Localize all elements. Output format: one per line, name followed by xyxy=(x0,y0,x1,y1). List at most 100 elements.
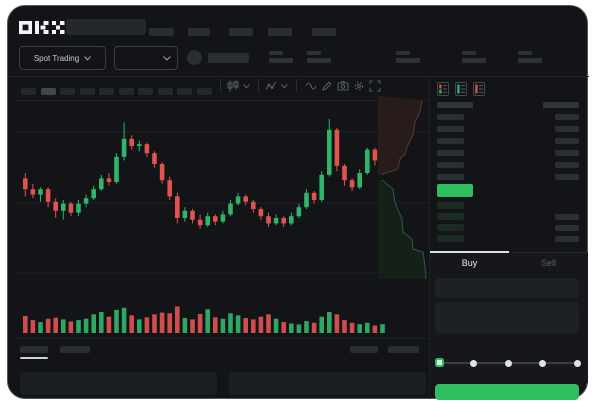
slider-stop[interactable] xyxy=(470,359,477,367)
ask-amount-row[interactable] xyxy=(555,114,579,120)
ask-amount-row[interactable] xyxy=(555,138,579,144)
timeframe-slot[interactable] xyxy=(138,88,153,95)
timeframe-slot[interactable] xyxy=(196,88,212,95)
timeframe-slot[interactable] xyxy=(99,88,114,95)
nav-item-placeholder[interactable] xyxy=(268,28,292,36)
ask-price-row[interactable] xyxy=(437,126,464,132)
orderbook-view-combined-icon[interactable] xyxy=(437,82,449,96)
divider xyxy=(429,76,430,399)
bid-price-row[interactable] xyxy=(437,224,464,231)
bottom-bar-item[interactable] xyxy=(388,346,419,353)
divider xyxy=(220,79,221,92)
ask-price-row[interactable] xyxy=(437,114,464,120)
timeframe-slot[interactable] xyxy=(60,88,75,95)
volume-chart xyxy=(23,306,385,333)
chevron-down-icon xyxy=(163,55,171,61)
bottom-tab-active[interactable] xyxy=(20,346,48,353)
buy-submit-button[interactable] xyxy=(435,384,579,400)
timeframe-selector xyxy=(21,82,216,95)
tab-buy[interactable]: Buy xyxy=(461,258,478,268)
amount-input[interactable] xyxy=(435,302,579,333)
tab-sell[interactable]: Sell xyxy=(540,258,556,268)
candle-style-icon[interactable] xyxy=(226,79,240,93)
bid-price-row[interactable] xyxy=(437,235,464,242)
slider-stop[interactable] xyxy=(539,359,546,367)
market-type-selector[interactable]: Spot Trading xyxy=(19,46,106,70)
slider-handle[interactable] xyxy=(434,358,444,367)
pair-name-placeholder xyxy=(208,53,249,63)
bid-amount-row[interactable] xyxy=(555,214,579,220)
search-input[interactable] xyxy=(66,19,146,35)
timeframe-slot[interactable] xyxy=(40,88,56,95)
ask-price-row[interactable] xyxy=(437,138,464,144)
nav-item-placeholder[interactable] xyxy=(188,28,210,36)
divider xyxy=(8,76,589,77)
bottom-tab[interactable] xyxy=(60,346,90,353)
market-stat-value-placeholder xyxy=(396,58,420,63)
divider xyxy=(296,79,297,92)
market-stat-value-placeholder xyxy=(307,58,331,63)
orderbook-view-bids-icon[interactable] xyxy=(455,82,467,96)
active-tab-indicator xyxy=(430,251,509,253)
bid-amount-row[interactable] xyxy=(555,236,579,242)
indicators-icon[interactable] xyxy=(264,79,278,93)
draw-icon[interactable] xyxy=(320,79,334,93)
ask-price-row[interactable] xyxy=(437,150,464,156)
chevron-down-icon[interactable] xyxy=(280,79,288,93)
last-price-badge xyxy=(437,184,473,197)
ask-amount-row[interactable] xyxy=(555,150,579,156)
orderbook-view-asks-icon[interactable] xyxy=(473,82,485,96)
market-stat-value-placeholder xyxy=(462,58,486,63)
divider xyxy=(16,338,428,339)
screenshot-icon[interactable] xyxy=(336,79,350,93)
slider-stop[interactable] xyxy=(504,359,512,367)
market-stat-value-placeholder xyxy=(518,58,542,63)
chevron-down-icon xyxy=(84,55,92,61)
price-input[interactable] xyxy=(435,278,579,298)
timeframe-slot[interactable] xyxy=(79,88,95,95)
pair-coin-icon xyxy=(187,50,202,65)
price-chart[interactable] xyxy=(16,95,430,289)
timeframe-slot[interactable] xyxy=(118,88,134,95)
ask-amount-row[interactable] xyxy=(555,174,579,180)
nav-item-placeholder[interactable] xyxy=(312,28,336,36)
bid-price-row[interactable] xyxy=(437,213,464,220)
okx-logo-glyph xyxy=(19,21,65,34)
ask-price-row[interactable] xyxy=(437,162,464,168)
orders-panel-placeholder xyxy=(20,372,217,395)
market-stat-label-placeholder xyxy=(462,51,476,55)
divider xyxy=(258,79,259,92)
amount-slider[interactable] xyxy=(434,356,581,370)
okx-logo[interactable] xyxy=(19,20,65,35)
market-stat-label-placeholder xyxy=(396,51,410,55)
timeframe-slot[interactable] xyxy=(21,88,36,95)
bid-price-row[interactable] xyxy=(437,202,464,209)
chevron-down-icon[interactable] xyxy=(242,79,250,93)
nav-item-placeholder[interactable] xyxy=(149,28,174,36)
ask-amount-row[interactable] xyxy=(555,126,579,132)
ask-amount-row[interactable] xyxy=(555,162,579,168)
okx-trading-window: Spot Trading xyxy=(7,5,589,400)
pair-dropdown[interactable] xyxy=(114,46,178,70)
bid-amount-row[interactable] xyxy=(555,225,579,231)
active-tab-underline xyxy=(20,357,48,359)
settings-icon[interactable] xyxy=(352,79,366,93)
market-type-label: Spot Trading xyxy=(33,53,80,63)
order-book xyxy=(437,100,579,250)
slider-stop[interactable] xyxy=(573,359,581,367)
orderbook-amount-header xyxy=(543,102,579,108)
nav-item-placeholder[interactable] xyxy=(229,28,253,36)
line-type-icon[interactable] xyxy=(304,79,318,93)
bottom-bar-item[interactable] xyxy=(350,346,378,353)
market-stat-label-placeholder xyxy=(269,51,283,55)
fullscreen-icon[interactable] xyxy=(368,79,382,93)
market-stat-label-placeholder xyxy=(518,51,532,55)
divider xyxy=(14,100,429,101)
timeframe-slot[interactable] xyxy=(177,88,192,95)
market-stat-value-placeholder xyxy=(269,58,293,63)
depth-chart xyxy=(378,96,427,280)
buy-sell-tab-bar xyxy=(430,252,588,274)
timeframe-slot[interactable] xyxy=(157,88,173,95)
market-stat-label-placeholder xyxy=(307,51,321,55)
ask-price-row[interactable] xyxy=(437,174,464,180)
